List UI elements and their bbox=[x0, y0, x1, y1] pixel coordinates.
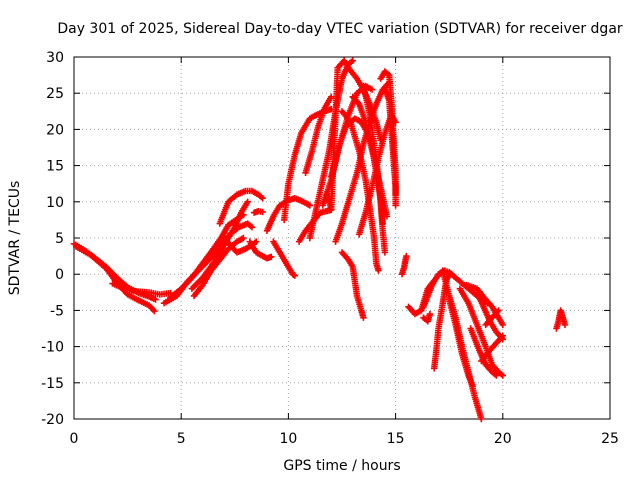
data-series bbox=[360, 82, 389, 256]
data-series bbox=[246, 238, 275, 262]
data-point bbox=[259, 208, 266, 216]
y-tick-label: -10 bbox=[41, 340, 64, 356]
chart-title: Day 301 of 2025, Sidereal Day-to-day VTE… bbox=[57, 21, 623, 37]
data-series bbox=[270, 238, 299, 279]
data-point bbox=[152, 296, 159, 303]
data-point bbox=[248, 223, 256, 231]
data-series bbox=[398, 252, 410, 278]
data-series bbox=[467, 325, 500, 379]
x-tick-label: 5 bbox=[177, 431, 186, 447]
x-tick-label: 25 bbox=[601, 431, 619, 447]
y-tick-label: 15 bbox=[46, 159, 64, 175]
y-tick-label: 5 bbox=[55, 231, 64, 247]
data-series bbox=[482, 307, 502, 329]
data-point bbox=[499, 332, 506, 339]
x-axis-label: GPS time / hours bbox=[283, 458, 400, 474]
data-point bbox=[253, 238, 260, 245]
data-point bbox=[478, 415, 485, 423]
data-point bbox=[375, 267, 382, 274]
data-point bbox=[499, 321, 506, 329]
data-series bbox=[446, 296, 476, 390]
data-point bbox=[259, 194, 266, 202]
data-point bbox=[349, 57, 356, 64]
data-series bbox=[280, 105, 335, 224]
data-series bbox=[216, 187, 266, 227]
data-point bbox=[244, 198, 251, 205]
data-series bbox=[302, 93, 335, 177]
data-series bbox=[338, 249, 367, 321]
data-point bbox=[448, 271, 455, 278]
data-point bbox=[493, 372, 500, 379]
data-series bbox=[478, 332, 506, 365]
data-point bbox=[368, 86, 376, 93]
x-tick-label: 20 bbox=[494, 431, 512, 447]
data-point bbox=[426, 310, 434, 318]
x-tick-label: 0 bbox=[70, 431, 79, 447]
data-point bbox=[392, 202, 399, 209]
y-tick-label: 30 bbox=[46, 50, 64, 66]
y-tick-label: -5 bbox=[50, 303, 64, 319]
data-series bbox=[456, 285, 506, 379]
data-point bbox=[360, 314, 367, 321]
y-tick-label: 10 bbox=[46, 195, 64, 211]
y-tick-label: -20 bbox=[41, 412, 64, 428]
y-tick-label: -15 bbox=[41, 376, 64, 392]
data-point bbox=[381, 249, 389, 256]
y-axis-label: SDTVAR / TECUs bbox=[7, 181, 23, 296]
data-point bbox=[499, 372, 506, 379]
data-series bbox=[381, 86, 399, 209]
data-point bbox=[469, 383, 476, 390]
data-marks bbox=[70, 57, 569, 423]
data-point bbox=[240, 234, 247, 242]
data-point bbox=[495, 307, 502, 314]
data-point bbox=[403, 252, 410, 260]
data-series bbox=[553, 307, 569, 332]
data-series bbox=[220, 234, 260, 256]
x-tick-label: 10 bbox=[279, 431, 297, 447]
y-tick-label: 20 bbox=[46, 122, 64, 138]
data-point bbox=[383, 213, 391, 220]
axes: 0 5 10 15 20 25 -20 -15 -10 -5 0 5 10 15 20 25 30 bbox=[41, 50, 619, 447]
y-tick-label: 0 bbox=[55, 267, 64, 283]
data-series bbox=[420, 310, 434, 325]
data-point bbox=[291, 272, 299, 279]
data-series bbox=[72, 243, 158, 315]
data-point bbox=[268, 253, 275, 261]
y-tick-label: 25 bbox=[46, 86, 64, 102]
data-point bbox=[561, 321, 569, 329]
data-series bbox=[190, 234, 247, 300]
data-point bbox=[306, 202, 314, 209]
data-series bbox=[109, 280, 174, 298]
x-tick-label: 15 bbox=[387, 431, 405, 447]
data-series bbox=[250, 208, 266, 216]
data-point bbox=[151, 307, 158, 315]
